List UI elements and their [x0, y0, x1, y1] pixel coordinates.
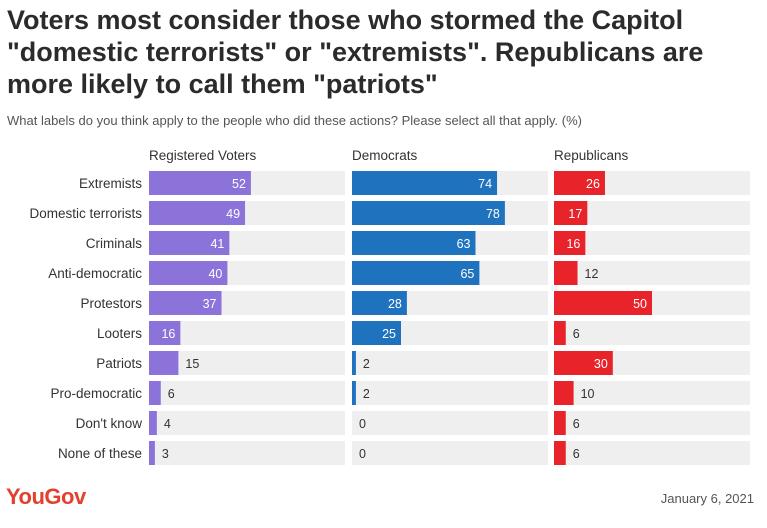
- category-label: Looters: [97, 326, 142, 341]
- series-header: Democrats: [352, 148, 418, 163]
- bar: [554, 291, 652, 315]
- category-label: None of these: [58, 446, 142, 461]
- bar: [149, 231, 230, 255]
- bar: [352, 171, 498, 195]
- category-label: Domestic terrorists: [29, 206, 142, 221]
- category-label: Don't know: [76, 416, 143, 431]
- bar-track: [554, 231, 750, 255]
- bar-track: [554, 411, 750, 435]
- bar-track: [352, 381, 548, 405]
- category-label: Patriots: [96, 356, 142, 371]
- category-label: Criminals: [86, 236, 143, 251]
- bar-track: [149, 321, 345, 345]
- yougov-logo: YouGov: [6, 484, 86, 509]
- category-label: Pro-democratic: [50, 386, 142, 401]
- bar: [554, 171, 605, 195]
- bar-track: [149, 351, 345, 375]
- bar: [352, 201, 505, 225]
- bar: [554, 201, 588, 225]
- data-label: 40: [208, 267, 222, 281]
- bar-track: [554, 381, 750, 405]
- data-label: 6: [573, 447, 580, 461]
- chart-subtitle: What labels do you think apply to the pe…: [7, 113, 582, 128]
- data-label: 74: [478, 177, 492, 191]
- bar: [352, 261, 480, 285]
- data-label: 25: [382, 327, 396, 341]
- bar: [554, 411, 566, 435]
- data-label: 17: [568, 207, 582, 221]
- data-label: 12: [585, 267, 599, 281]
- bar-track: [149, 411, 345, 435]
- bar-track: [554, 441, 750, 465]
- bar: [149, 381, 161, 405]
- category-label: Protestors: [80, 296, 142, 311]
- bar: [149, 441, 155, 465]
- data-label: 0: [359, 417, 366, 431]
- data-label: 10: [581, 387, 595, 401]
- data-label: 0: [359, 447, 366, 461]
- bar: [352, 351, 356, 375]
- data-label: 78: [486, 207, 500, 221]
- data-label: 4: [164, 417, 171, 431]
- survey-date: January 6, 2021: [660, 491, 754, 506]
- bar: [352, 321, 401, 345]
- bar-track: [554, 321, 750, 345]
- bar: [149, 321, 181, 345]
- data-label: 63: [457, 237, 471, 251]
- data-label: 3: [162, 447, 169, 461]
- bar-track: [352, 351, 548, 375]
- category-label: Extremists: [79, 176, 142, 191]
- bar: [554, 351, 613, 375]
- data-label: 2: [363, 357, 370, 371]
- bar: [352, 231, 476, 255]
- bar-track: [352, 441, 548, 465]
- data-label: 6: [168, 387, 175, 401]
- data-label: 26: [586, 177, 600, 191]
- bar-track: [352, 411, 548, 435]
- data-label: 65: [460, 267, 474, 281]
- bar-track: [149, 441, 345, 465]
- bar: [149, 411, 157, 435]
- bar: [149, 171, 251, 195]
- bar: [554, 321, 566, 345]
- bar: [352, 381, 356, 405]
- bar: [149, 201, 246, 225]
- data-label: 16: [161, 327, 175, 341]
- data-label: 2: [363, 387, 370, 401]
- data-label: 52: [232, 177, 246, 191]
- data-label: 37: [203, 297, 217, 311]
- data-label: 49: [226, 207, 240, 221]
- data-label: 30: [594, 357, 608, 371]
- bar: [149, 261, 228, 285]
- bar: [352, 291, 407, 315]
- data-label: 6: [573, 417, 580, 431]
- chart-title: Voters most consider those who stormed t…: [7, 5, 704, 99]
- series-header: Registered Voters: [149, 148, 257, 163]
- bar: [554, 381, 574, 405]
- bar-track: [149, 381, 345, 405]
- bar: [554, 231, 586, 255]
- data-label: 15: [185, 357, 199, 371]
- data-label: 50: [633, 297, 647, 311]
- bar: [554, 261, 578, 285]
- series-header: Republicans: [554, 148, 629, 163]
- category-label: Anti-democratic: [48, 266, 142, 281]
- bar-track: [554, 261, 750, 285]
- bar: [554, 441, 566, 465]
- bar: [149, 291, 222, 315]
- bar: [149, 351, 179, 375]
- data-label: 16: [566, 237, 580, 251]
- data-label: 41: [210, 237, 224, 251]
- data-label: 28: [388, 297, 402, 311]
- data-label: 6: [573, 327, 580, 341]
